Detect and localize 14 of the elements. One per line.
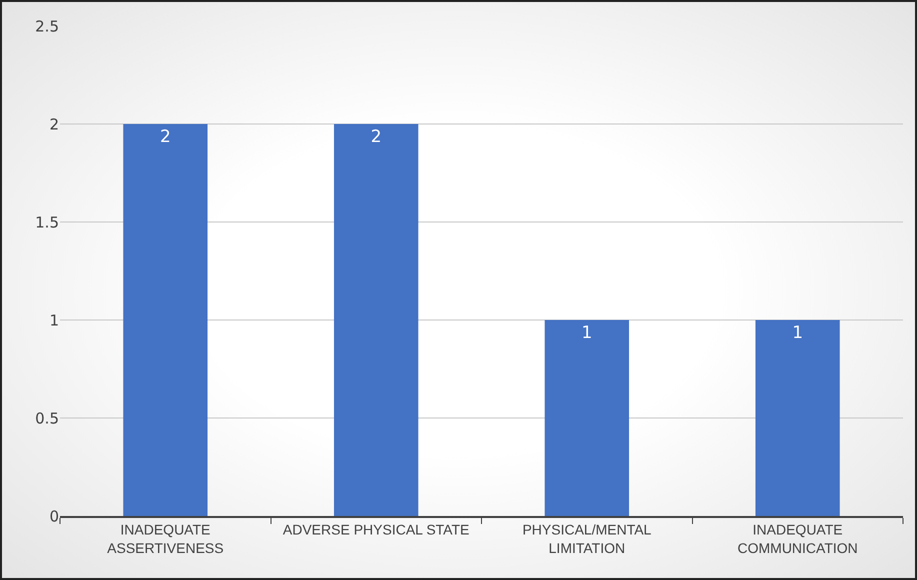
y-tick-label: 0.5 <box>35 409 59 428</box>
x-tick-label: ADVERSE PHYSICAL STATE <box>282 522 470 538</box>
data-label: 1 <box>581 323 592 343</box>
y-tick-label: 2.5 <box>35 17 59 36</box>
x-tick-label: PHYSICAL/MENTAL LIMITATION <box>522 522 652 556</box>
x-tick-label: INADEQUATE ASSERTIVENESS <box>107 522 224 556</box>
x-tick-label: INADEQUATE COMMUNICATION <box>737 522 858 556</box>
data-label: 2 <box>370 127 382 147</box>
y-tick-label: 1 <box>49 311 59 330</box>
y-tick-label: 0 <box>49 507 59 526</box>
y-tick-label: 2 <box>49 115 59 134</box>
data-label: 2 <box>160 127 171 147</box>
y-tick-label: 1.5 <box>35 213 59 232</box>
data-label: 1 <box>792 323 804 343</box>
